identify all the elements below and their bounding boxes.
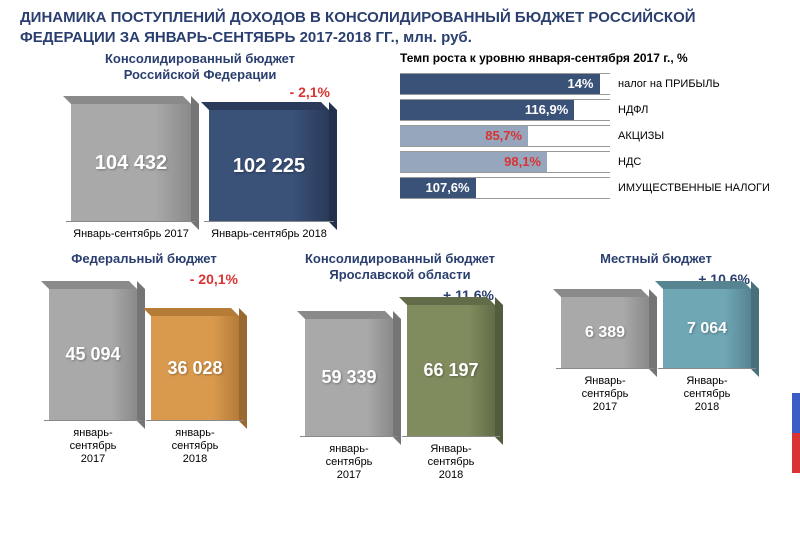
bar-label: январь- сентябрь 2017 xyxy=(70,427,117,467)
bar-value: 59 339 xyxy=(321,367,376,388)
hbar-value: 98,1% xyxy=(504,154,541,169)
hbar-label: налог на ПРИБЫЛЬ xyxy=(618,78,720,90)
bar: 59 339 xyxy=(305,319,393,437)
hbar-label: НДС xyxy=(618,156,641,168)
bar-item: 102 225 Январь-сентябрь 2018 xyxy=(209,110,329,241)
bar-item: 6 389 Январь- сентябрь 2017 xyxy=(561,297,649,415)
chart-title: Федеральный бюджет xyxy=(71,251,216,267)
bar: 7 064 xyxy=(663,289,751,369)
hbar-row: 107,6% ИМУЩЕСТВЕННЫЕ НАЛОГИ xyxy=(400,177,780,199)
bar-item: 45 094 январь- сентябрь 2017 xyxy=(49,289,137,467)
bar-value: 7 064 xyxy=(687,320,727,338)
flag-stripe xyxy=(792,353,800,473)
bar-value: 104 432 xyxy=(95,152,167,175)
bar-value: 36 028 xyxy=(167,358,222,379)
bar: 36 028 xyxy=(151,316,239,421)
page-title: ДИНАМИКА ПОСТУПЛЕНИЙ ДОХОДОВ В КОНСОЛИДИ… xyxy=(0,0,800,51)
change-label: - 2,1% xyxy=(290,84,330,100)
hbar-label: НДФЛ xyxy=(618,104,648,116)
hbar-list: 14% налог на ПРИБЫЛЬ 116,9% НДФЛ 85,7% АКЦИЗЫ… xyxy=(400,73,780,199)
top-row: Консолидированный бюджет Российской Феде… xyxy=(0,51,800,241)
bar-item: 7 064 Январь- сентябрь 2018 xyxy=(663,289,751,415)
bar: 66 197 xyxy=(407,305,495,437)
bar-value: 66 197 xyxy=(423,360,478,381)
bar-item: 59 339 январь- сентябрь 2017 xyxy=(305,319,393,483)
bar-item: 36 028 январь- сентябрь 2018 xyxy=(151,316,239,467)
hbar-value: 116,9% xyxy=(525,102,568,117)
hbar-label: АКЦИЗЫ xyxy=(618,130,664,142)
chart-title: Консолидированный бюджет Российской Феде… xyxy=(105,51,295,82)
bar-item: 104 432 Январь-сентябрь 2017 xyxy=(71,104,191,241)
hbar-value: 85,7% xyxy=(485,128,522,143)
hbar-value: 14% xyxy=(567,76,593,91)
hbar-row: 116,9% НДФЛ xyxy=(400,99,780,121)
bar: 102 225 xyxy=(209,110,329,222)
bottom-chart: Федеральный бюджет - 20,1% 45 094 январь- с… xyxy=(20,251,268,466)
consolidated-rf-chart: Консолидированный бюджет Российской Феде… xyxy=(20,51,380,241)
hbar-value: 107,6% xyxy=(426,180,470,195)
bar-label: январь- сентябрь 2018 xyxy=(172,427,219,467)
hbar-row: 85,7% АКЦИЗЫ xyxy=(400,125,780,147)
bar-label: Январь- сентябрь 2018 xyxy=(428,443,475,483)
bar: 6 389 xyxy=(561,297,649,369)
bars-row: 104 432 Январь-сентябрь 2017 102 225 Январь… xyxy=(71,104,329,241)
bar-label: Январь- сентябрь 2018 xyxy=(684,375,731,415)
hbar-row: 14% налог на ПРИБЫЛЬ xyxy=(400,73,780,95)
growth-rates-block: Темп роста к уровню января-сентября 2017… xyxy=(400,51,780,241)
bottom-chart: Консолидированный бюджет Ярославской обл… xyxy=(276,251,524,482)
bar-value: 102 225 xyxy=(233,155,305,178)
chart-title: Местный бюджет xyxy=(600,251,712,267)
bar-value: 6 389 xyxy=(585,324,625,342)
bar-label: Январь-сентябрь 2018 xyxy=(211,228,327,241)
bar: 45 094 xyxy=(49,289,137,421)
bars-row: 45 094 январь- сентябрь 2017 36 028 январь-… xyxy=(49,289,239,467)
bar-label: январь- сентябрь 2017 xyxy=(326,443,373,483)
chart-title: Консолидированный бюджет Ярославской обл… xyxy=(305,251,495,282)
bars-row: 59 339 январь- сентябрь 2017 66 197 Январь-… xyxy=(305,305,495,483)
bottom-chart: Местный бюджет+ 10,6%6 389Январь- сентяб… xyxy=(532,251,780,414)
bar: 104 432 xyxy=(71,104,191,222)
hbar-row: 98,1% НДС xyxy=(400,151,780,173)
bottom-row: Федеральный бюджет - 20,1% 45 094 январь- с… xyxy=(0,241,800,482)
change-label: - 20,1% xyxy=(190,271,238,287)
bar-item: 66 197 Январь- сентябрь 2018 xyxy=(407,305,495,483)
growth-title: Темп роста к уровню января-сентября 2017… xyxy=(400,51,780,65)
hbar-label: ИМУЩЕСТВЕННЫЕ НАЛОГИ xyxy=(618,182,770,194)
bar-value: 45 094 xyxy=(65,344,120,365)
bar-label: Январь- сентябрь 2017 xyxy=(582,375,629,415)
bars-row: 6 389 Январь- сентябрь 2017 7 064 Январь- с… xyxy=(561,289,751,415)
bar-label: Январь-сентябрь 2017 xyxy=(73,228,189,241)
